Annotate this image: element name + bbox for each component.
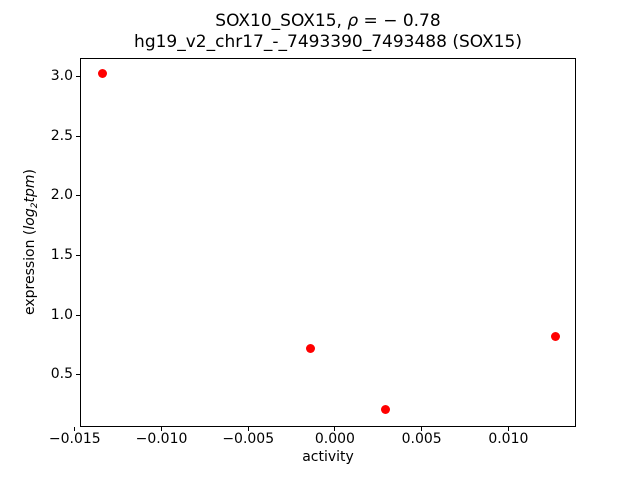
x-tick-label: −0.005: [222, 431, 275, 447]
y-tick-mark: [76, 314, 80, 316]
y-tick-label: 0.5: [50, 366, 73, 383]
x-tick-mark: [161, 427, 162, 432]
y-tick-label: 2.5: [50, 127, 73, 144]
x-axis-label: activity: [302, 449, 354, 465]
x-tick-label: 0.010: [488, 431, 529, 447]
plot-area: [80, 57, 576, 428]
y-tick-mark: [76, 76, 80, 78]
x-tick-mark: [74, 427, 76, 432]
text-segment: = − 0.78: [358, 11, 441, 31]
text-segment: ρ: [347, 11, 359, 31]
y-tick-mark: [76, 255, 80, 256]
scatter-data-point: [550, 332, 560, 342]
x-tick-mark: [334, 427, 336, 432]
y-tick-label: 1.5: [50, 247, 73, 263]
chart-title-line2: hg19_v2_chr17_-_7493390_7493488 (SOX15): [134, 32, 522, 52]
x-tick-label: −0.010: [135, 431, 188, 447]
y-tick-mark: [76, 195, 80, 197]
text-segment: expression (: [22, 229, 39, 316]
scatter-data-point: [98, 68, 108, 78]
chart-title: SOX10_SOX15, ρ = − 0.78 hg19_v2_chr17_-_…: [80, 11, 576, 53]
y-tick-label: 2.0: [50, 187, 73, 204]
x-tick-mark: [247, 427, 249, 432]
y-tick-mark: [76, 135, 80, 137]
y-tick-label: 3.0: [50, 68, 73, 85]
scatter-data-point: [306, 344, 316, 353]
text-segment: SOX10_SOX15,: [215, 11, 348, 31]
text-segment: ): [22, 168, 39, 175]
text-segment: log: [22, 208, 39, 230]
y-tick-mark: [76, 374, 80, 376]
x-tick-label: 0.005: [401, 431, 442, 447]
x-tick-label: −0.015: [48, 431, 101, 447]
x-tick-label: 0.000: [314, 431, 355, 447]
x-tick-mark: [507, 427, 509, 432]
y-tick-label: 1.0: [50, 306, 73, 323]
chart-title-line1: SOX10_SOX15, ρ = − 0.78: [80, 11, 576, 32]
scatter-data-point: [380, 404, 390, 414]
x-tick-mark: [421, 427, 423, 432]
